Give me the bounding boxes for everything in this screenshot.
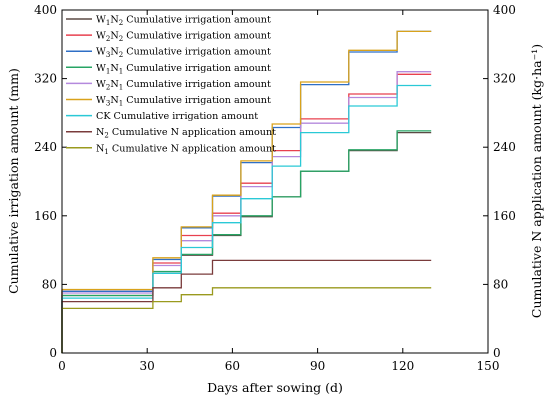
legend-label: W1N2 Cumulative irrigation amount: [96, 15, 271, 28]
legend-label: N1 Cumulative N application amount: [96, 143, 276, 156]
series-line-7: [61, 84, 432, 353]
y-tick-label: 320: [34, 72, 57, 86]
x-tick-label: 120: [391, 359, 414, 373]
y2-axis-title: Cumulative N application amount (kg·ha⁻¹…: [529, 44, 544, 318]
x-axis-title: Days after sowing (d): [207, 380, 343, 395]
y-axis-title: Cumulative irrigation amount (mm): [6, 68, 21, 294]
x-tick-label: 30: [140, 359, 155, 373]
legend: W1N2 Cumulative irrigation amount W2N2 Cu…: [66, 15, 276, 156]
x-tick-label: 90: [310, 359, 325, 373]
series-line-9: [61, 287, 432, 353]
legend-label: W3N2 Cumulative irrigation amount: [96, 47, 271, 60]
y-tick-label: 0: [49, 346, 57, 360]
y2-tick-label: 80: [493, 277, 508, 291]
series-line-8: [61, 259, 432, 353]
axes-layer: 0 30 60 90 120 150080160240320400080160240320…: [34, 3, 516, 373]
y-tick-label: 80: [42, 277, 57, 291]
y2-tick-label: 0: [493, 346, 501, 360]
legend-label: W2N1 Cumulative irrigation amount: [96, 79, 271, 92]
x-tick-label: 150: [477, 359, 500, 373]
y-tick-label: 400: [34, 3, 57, 17]
series-line-4: [61, 130, 432, 353]
series-line-6: [61, 30, 432, 353]
y-tick-label: 240: [34, 140, 57, 154]
x-tick-label: 60: [225, 359, 240, 373]
series-layer: [61, 30, 432, 353]
x-tick-label: 0: [58, 359, 66, 373]
legend-label: W1N1 Cumulative irrigation amount: [96, 63, 271, 76]
y2-tick-label: 400: [493, 3, 516, 17]
series-line-1: [61, 131, 432, 353]
y2-tick-label: 240: [493, 140, 516, 154]
legend-label: W3N1 Cumulative irrigation amount: [96, 95, 271, 108]
legend-label: W2N2 Cumulative irrigation amount: [96, 31, 271, 44]
y2-tick-label: 160: [493, 209, 516, 223]
legend-label: N2 Cumulative N application amount: [96, 127, 276, 140]
plot-frame: [61, 9, 489, 354]
y2-tick-label: 320: [493, 72, 516, 86]
y-tick-label: 160: [34, 209, 57, 223]
legend-label: CK Cumulative irrigation amount: [96, 111, 258, 122]
